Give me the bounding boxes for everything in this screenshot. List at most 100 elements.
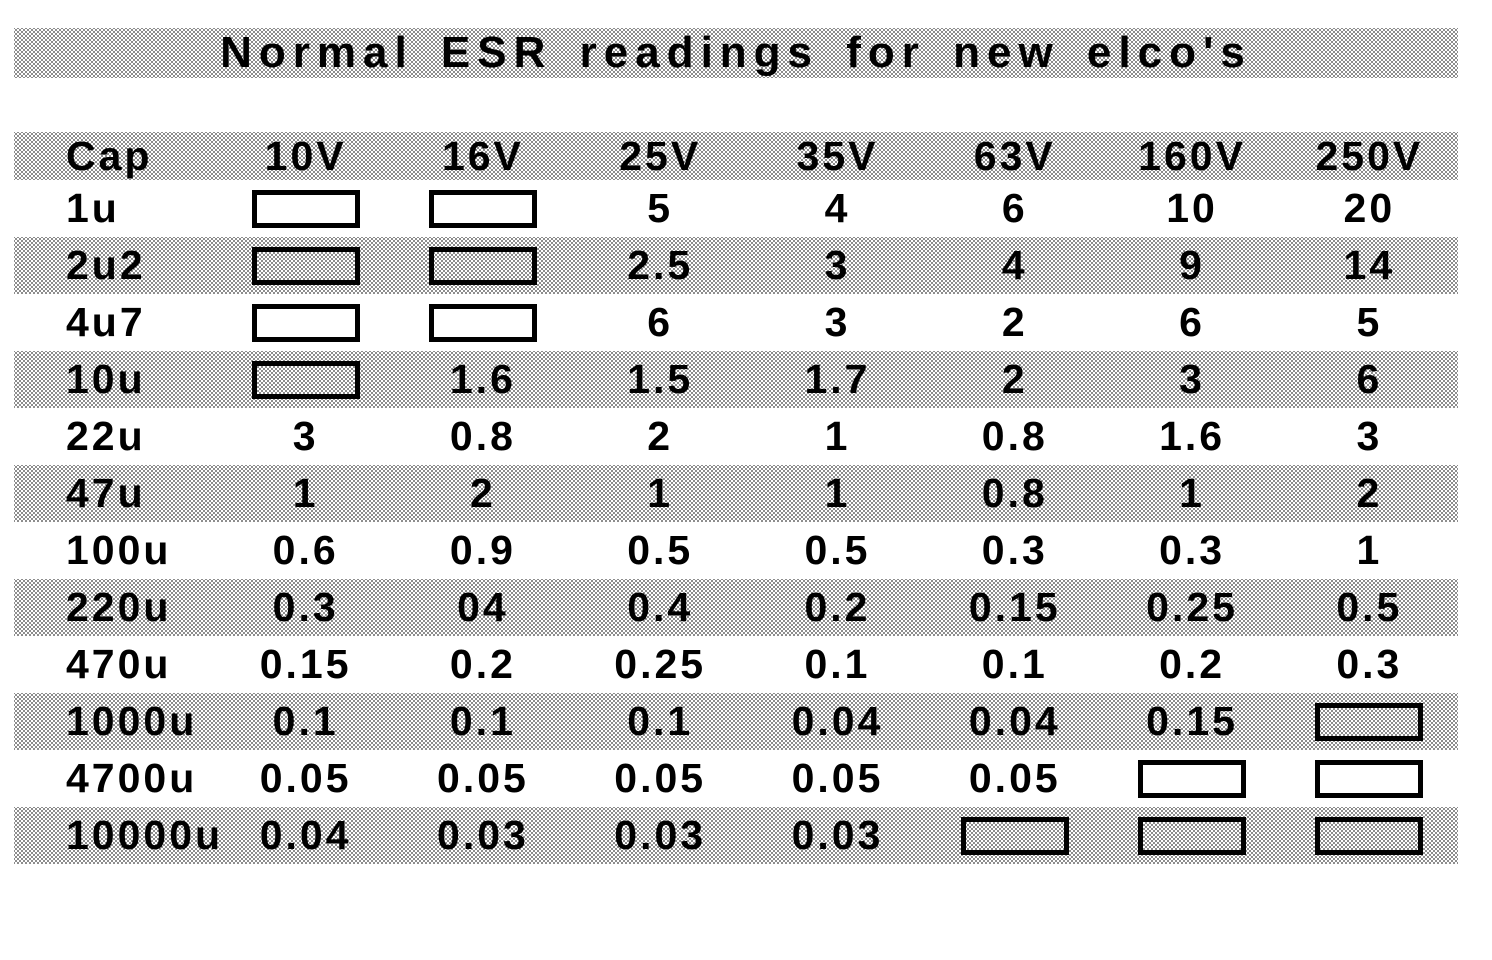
value-cell: 2 [1001, 299, 1028, 345]
blank-box [251, 246, 360, 285]
value-cell: 0.15 [259, 641, 352, 687]
value-cell [926, 816, 1103, 855]
value-cell: 1.5 [627, 356, 694, 402]
value-cell: 6 [1179, 299, 1205, 345]
value-cell: 0.05 [968, 755, 1061, 801]
value-cell: 1 [1356, 527, 1383, 573]
value-cell: 3 [292, 413, 319, 459]
value-cell: 0.8 [449, 413, 516, 459]
value-cell [217, 303, 394, 342]
table-row: 1u 5 4 6 10 20 [14, 180, 1458, 237]
value-cell [394, 246, 571, 285]
table-row: 10u 1.6 1.5 1.7 2 3 6 [14, 351, 1458, 408]
value-cell: 6 [1001, 185, 1028, 231]
cap-label: 470u [66, 641, 172, 687]
value-cell: 04 [457, 584, 509, 630]
blank-box [251, 189, 360, 228]
cap-label: 2u2 [66, 242, 146, 288]
value-cell: 0.2 [449, 641, 516, 687]
value-cell: 0.1 [627, 698, 694, 744]
value-cell: 2 [1356, 470, 1383, 516]
value-cell: 4 [824, 185, 851, 231]
cap-label: 22u [66, 413, 146, 459]
value-cell [217, 246, 394, 285]
value-cell: 0.3 [272, 584, 339, 630]
blank-box [251, 303, 360, 342]
blank-box [428, 189, 537, 228]
value-cell: 0.6 [272, 527, 339, 573]
cap-label: 47u [66, 470, 146, 516]
value-cell: 1 [1179, 470, 1205, 516]
value-cell: 0.03 [791, 812, 884, 858]
value-cell: 1 [824, 413, 851, 459]
value-cell: 3 [824, 299, 851, 345]
value-cell: 0.05 [259, 755, 352, 801]
value-cell: 1.6 [1159, 413, 1226, 459]
value-cell: 0.5 [804, 527, 871, 573]
value-cell [1281, 702, 1458, 741]
cap-label: 10000u [66, 812, 224, 858]
value-cell: 0.3 [1159, 527, 1226, 573]
header-voltage: 16V [441, 132, 524, 179]
value-cell: 0.8 [981, 413, 1048, 459]
value-cell: 2 [470, 470, 496, 516]
value-cell: 0.25 [1146, 584, 1238, 630]
table-row: 220u 0.3 04 0.4 0.2 0.15 0.25 0.5 [14, 579, 1458, 636]
value-cell: 6 [647, 299, 674, 345]
value-cell: 1 [647, 470, 674, 516]
value-cell: 0.1 [272, 698, 339, 744]
value-cell: 0.2 [1159, 641, 1226, 687]
value-cell: 0.15 [1146, 698, 1238, 744]
value-cell: 0.05 [791, 755, 884, 801]
table-row: 2u2 2.5 3 4 9 14 [14, 237, 1458, 294]
value-cell: 2 [1001, 356, 1028, 402]
value-cell: 0.1 [804, 641, 871, 687]
value-cell: 0.04 [259, 812, 352, 858]
value-cell [1281, 759, 1458, 798]
value-cell [1281, 816, 1458, 855]
value-cell [1103, 759, 1280, 798]
title-band: Normal ESR readings for new elco's [14, 28, 1458, 78]
value-cell [217, 360, 394, 399]
header-voltage: 10V [264, 132, 347, 179]
blank-box [251, 360, 360, 399]
value-cell: 1.7 [804, 356, 871, 402]
header-voltage: 250V [1315, 132, 1424, 179]
table-row: 22u 3 0.8 2 1 0.8 1.6 3 [14, 408, 1458, 465]
value-cell: 0.8 [981, 470, 1048, 516]
value-cell: 0.03 [614, 812, 707, 858]
value-cell: 1 [292, 470, 319, 516]
value-cell: 0.04 [968, 698, 1061, 744]
value-cell [217, 189, 394, 228]
page-title: Normal ESR readings for new elco's [220, 28, 1252, 77]
value-cell: 0.05 [614, 755, 707, 801]
table-row: 4700u 0.05 0.05 0.05 0.05 0.05 [14, 750, 1458, 807]
value-cell: 1 [824, 470, 851, 516]
value-cell [394, 189, 571, 228]
value-cell: 3 [1356, 413, 1383, 459]
blank-box [1138, 816, 1247, 855]
blank-box [960, 816, 1069, 855]
table-row: 47u 1 2 1 1 0.8 1 2 [14, 465, 1458, 522]
header-voltage: 35V [796, 132, 879, 179]
value-cell [394, 303, 571, 342]
value-cell: 14 [1343, 242, 1396, 288]
cap-label: 4700u [66, 755, 198, 801]
table-row: 470u 0.15 0.2 0.25 0.1 0.1 0.2 0.3 [14, 636, 1458, 693]
value-cell: 3 [824, 242, 851, 288]
value-cell: 1.6 [449, 356, 516, 402]
value-cell: 0.15 [968, 584, 1061, 630]
value-cell: 5 [1356, 299, 1383, 345]
blank-box [1138, 759, 1247, 798]
cap-label: 4u7 [66, 299, 146, 345]
table-row: 4u7 6 3 2 6 5 [14, 294, 1458, 351]
blank-box [1315, 816, 1424, 855]
value-cell: 0.1 [981, 641, 1048, 687]
value-cell: 0.1 [449, 698, 516, 744]
header-voltage: 63V [973, 132, 1056, 179]
value-cell: 6 [1356, 356, 1383, 402]
cap-label: 10u [66, 356, 146, 402]
value-cell [1103, 816, 1280, 855]
value-cell: 0.04 [791, 698, 884, 744]
header-cap: Cap [66, 132, 153, 179]
